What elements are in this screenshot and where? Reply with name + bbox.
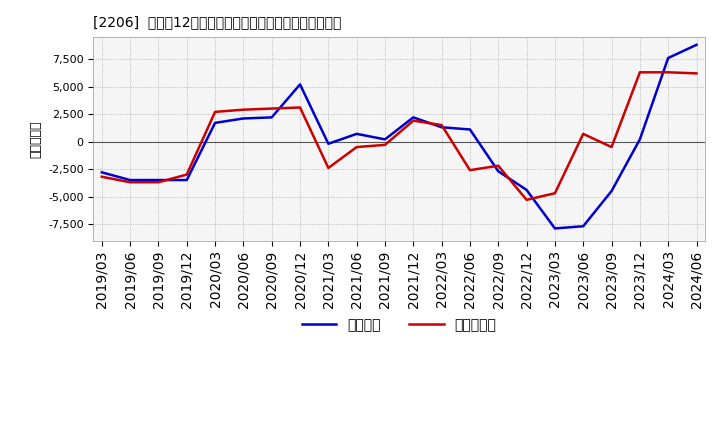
経常利益 — [296, 82, 305, 87]
経常利益 — [692, 42, 701, 48]
当期純利益 — [607, 144, 616, 150]
経常利益 — [466, 127, 474, 132]
当期純利益 — [154, 180, 163, 185]
Line: 当期純利益: 当期純利益 — [102, 72, 696, 200]
当期純利益 — [126, 180, 135, 185]
当期純利益 — [182, 172, 191, 177]
経常利益 — [182, 177, 191, 183]
経常利益 — [97, 170, 106, 175]
経常利益 — [211, 120, 220, 125]
当期純利益 — [692, 71, 701, 76]
経常利益 — [551, 226, 559, 231]
経常利益 — [437, 125, 446, 130]
Y-axis label: （百万円）: （百万円） — [30, 120, 42, 158]
当期純利益 — [437, 122, 446, 128]
経常利益 — [636, 137, 644, 142]
経常利益 — [126, 177, 135, 183]
当期純利益 — [239, 107, 248, 112]
当期純利益 — [466, 168, 474, 173]
当期純利益 — [636, 70, 644, 75]
Line: 経常利益: 経常利益 — [102, 45, 696, 228]
経常利益 — [522, 187, 531, 193]
経常利益 — [239, 116, 248, 121]
当期純利益 — [522, 197, 531, 202]
当期純利益 — [97, 174, 106, 180]
当期純利益 — [409, 118, 418, 123]
経常利益 — [381, 137, 390, 142]
当期純利益 — [211, 109, 220, 114]
当期純利益 — [324, 165, 333, 171]
当期純利益 — [664, 70, 672, 75]
当期純利益 — [494, 163, 503, 169]
経常利益 — [324, 141, 333, 147]
当期純利益 — [551, 191, 559, 196]
当期純利益 — [579, 131, 588, 136]
Legend: 経常利益, 当期純利益: 経常利益, 当期純利益 — [296, 312, 502, 337]
Text: [2206]  利益の12か月移動合計の対前年同期増減額の推移: [2206] 利益の12か月移動合計の対前年同期増減額の推移 — [94, 15, 342, 29]
経常利益 — [267, 115, 276, 120]
経常利益 — [607, 188, 616, 194]
経常利益 — [352, 131, 361, 136]
経常利益 — [494, 169, 503, 174]
経常利益 — [664, 55, 672, 61]
経常利益 — [579, 224, 588, 229]
当期純利益 — [352, 144, 361, 150]
経常利益 — [154, 177, 163, 183]
経常利益 — [409, 115, 418, 120]
当期純利益 — [381, 142, 390, 147]
当期純利益 — [267, 106, 276, 111]
当期純利益 — [296, 105, 305, 110]
